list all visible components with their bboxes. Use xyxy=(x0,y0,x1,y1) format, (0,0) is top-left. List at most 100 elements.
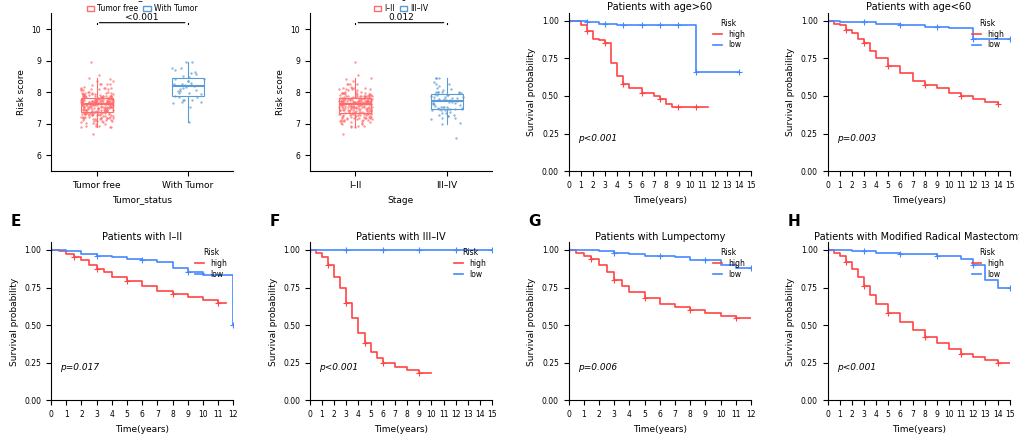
Point xyxy=(440,98,457,105)
Point xyxy=(90,94,106,101)
Point xyxy=(335,99,352,106)
Point xyxy=(75,91,92,98)
Point xyxy=(344,102,361,109)
Point xyxy=(356,99,372,106)
Point xyxy=(358,105,374,112)
Point xyxy=(95,99,111,106)
Point xyxy=(425,100,441,107)
Point xyxy=(92,92,108,99)
Point xyxy=(333,117,350,124)
Point xyxy=(347,107,364,114)
Point xyxy=(428,91,444,98)
Point xyxy=(88,107,104,114)
Point xyxy=(102,103,118,110)
Point xyxy=(95,118,111,125)
Point xyxy=(76,93,93,100)
Point xyxy=(73,101,90,108)
Point xyxy=(427,88,443,95)
Point xyxy=(360,117,376,124)
Point xyxy=(86,105,102,112)
Point xyxy=(90,117,106,124)
Point xyxy=(99,97,115,104)
Point xyxy=(354,98,370,105)
Point xyxy=(189,93,205,100)
Point xyxy=(453,105,470,112)
Title: Patients with age<60: Patients with age<60 xyxy=(865,3,970,12)
Point xyxy=(358,99,374,106)
Point xyxy=(82,113,98,120)
Point xyxy=(358,98,374,105)
Point xyxy=(363,110,379,117)
Point xyxy=(77,122,94,129)
Point xyxy=(75,98,92,105)
Point xyxy=(102,92,118,99)
Point xyxy=(343,110,360,117)
Point xyxy=(87,91,103,98)
Point xyxy=(333,95,350,102)
Point xyxy=(363,95,379,103)
Point xyxy=(87,115,103,122)
Point xyxy=(333,114,350,121)
Point xyxy=(353,95,369,102)
Point xyxy=(430,106,446,113)
Point xyxy=(75,102,92,109)
Point xyxy=(103,95,119,102)
Point xyxy=(93,93,109,100)
Point xyxy=(342,123,359,130)
Point xyxy=(342,103,359,110)
Text: p=0.003: p=0.003 xyxy=(836,134,875,143)
Point xyxy=(76,97,93,104)
Point xyxy=(354,119,370,126)
Point xyxy=(84,106,100,114)
Point xyxy=(333,99,350,106)
Point xyxy=(91,95,107,103)
Point xyxy=(361,112,377,119)
Point xyxy=(352,99,368,106)
Point xyxy=(340,108,357,115)
Point xyxy=(351,102,367,109)
Point xyxy=(345,105,362,112)
Point xyxy=(332,117,348,124)
Point xyxy=(95,112,111,119)
Point xyxy=(347,105,364,112)
Point xyxy=(93,95,109,102)
Point xyxy=(444,99,461,106)
Point xyxy=(437,107,453,114)
Point xyxy=(429,105,445,112)
Point xyxy=(362,118,378,125)
Point xyxy=(90,110,106,117)
Point xyxy=(344,104,361,111)
Point xyxy=(103,116,119,123)
Point xyxy=(353,102,369,109)
Point xyxy=(434,89,450,96)
Point xyxy=(92,111,108,118)
Point xyxy=(99,115,115,122)
Point xyxy=(184,59,201,66)
Point xyxy=(87,99,103,106)
Title: Patients with age>60: Patients with age>60 xyxy=(606,3,711,12)
Point xyxy=(87,99,103,106)
Point xyxy=(430,88,446,95)
Point xyxy=(355,117,371,124)
Point xyxy=(88,92,104,99)
Point xyxy=(98,117,114,124)
Point xyxy=(103,92,119,99)
Point xyxy=(359,111,375,118)
Point xyxy=(435,104,451,111)
Point xyxy=(342,118,359,125)
Point xyxy=(350,101,366,108)
Title: Patients with I–II: Patients with I–II xyxy=(102,231,182,242)
Point xyxy=(352,101,368,108)
Point xyxy=(196,76,212,83)
Point xyxy=(92,81,108,88)
Point xyxy=(341,106,358,114)
Y-axis label: Survival probability: Survival probability xyxy=(786,277,795,366)
Point xyxy=(91,123,107,130)
Point xyxy=(352,92,368,99)
Point xyxy=(76,110,93,117)
Point xyxy=(331,97,347,104)
Point xyxy=(73,89,90,96)
Point xyxy=(342,110,359,117)
Point xyxy=(164,64,180,71)
Point xyxy=(88,98,104,105)
